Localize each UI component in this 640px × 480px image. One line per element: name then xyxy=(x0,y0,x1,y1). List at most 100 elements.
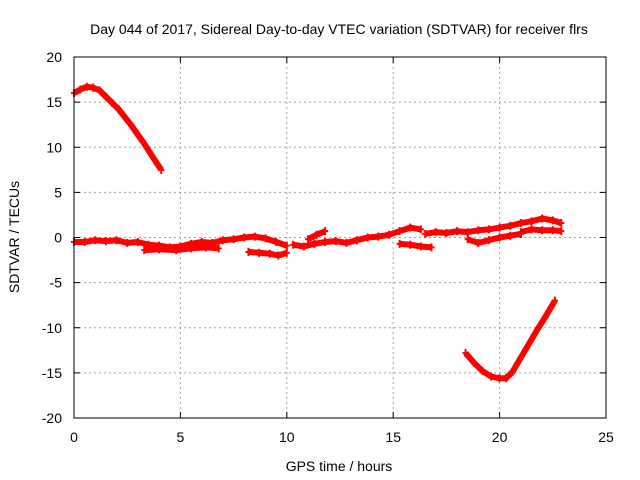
data-point xyxy=(251,232,258,241)
data-point xyxy=(526,339,533,348)
data-point xyxy=(549,216,556,225)
data-point xyxy=(479,367,486,376)
y-tick-label: 10 xyxy=(46,139,62,155)
data-point xyxy=(496,374,503,383)
data-point xyxy=(471,358,478,367)
series-line xyxy=(399,240,432,251)
series-line xyxy=(463,299,558,382)
x-tick-label: 0 xyxy=(70,429,78,445)
data-point xyxy=(539,214,546,223)
data-point xyxy=(517,219,524,228)
data-point xyxy=(322,227,329,236)
data-point xyxy=(432,228,439,237)
chart-title: Day 044 of 2017, Sidereal Day-to-day VTE… xyxy=(90,21,588,37)
data-point xyxy=(485,236,492,245)
y-tick-label: 15 xyxy=(46,94,62,110)
x-tick-label: 25 xyxy=(598,429,614,445)
data-point xyxy=(534,324,541,333)
data-point xyxy=(262,234,269,243)
data-point xyxy=(256,248,263,257)
data-point xyxy=(241,233,248,242)
x-tick-label: 10 xyxy=(279,429,295,445)
data-point xyxy=(464,228,471,237)
data-point xyxy=(81,238,88,247)
data-point xyxy=(202,243,209,252)
data-point xyxy=(428,243,435,252)
data-point xyxy=(475,238,482,247)
data-point xyxy=(517,353,524,362)
series-short-rise xyxy=(305,227,329,244)
data-point xyxy=(332,237,339,246)
data-point xyxy=(502,374,509,383)
data-point xyxy=(551,296,558,305)
x-tick-label: 15 xyxy=(385,429,401,445)
data-point xyxy=(322,238,329,247)
data-series xyxy=(71,82,565,383)
data-point xyxy=(273,238,280,247)
data-point xyxy=(173,246,180,255)
data-point xyxy=(549,226,556,235)
data-point xyxy=(128,121,135,130)
data-point xyxy=(343,238,350,247)
data-point xyxy=(102,237,109,246)
data-point xyxy=(92,236,99,245)
data-point xyxy=(153,159,160,168)
data-point xyxy=(462,349,469,358)
y-tick-label: -10 xyxy=(42,320,62,336)
data-point xyxy=(488,372,495,381)
data-point xyxy=(113,236,120,245)
data-point xyxy=(275,251,282,260)
series-baseline-4 xyxy=(422,214,565,238)
data-point xyxy=(124,238,131,247)
series-baseline-3 xyxy=(290,223,424,251)
data-point xyxy=(528,217,535,226)
data-point xyxy=(454,227,461,236)
data-point xyxy=(141,139,148,148)
data-point xyxy=(507,231,514,240)
data-point xyxy=(417,225,424,234)
y-tick-label: 0 xyxy=(54,230,62,246)
data-point xyxy=(215,244,222,253)
data-point xyxy=(509,367,516,376)
y-axis-label: SDTVAR / TECUs xyxy=(6,181,22,293)
data-point xyxy=(443,228,450,237)
data-point xyxy=(558,227,565,236)
gridlines xyxy=(74,57,606,418)
y-tick-label: 20 xyxy=(46,49,62,65)
data-point xyxy=(266,249,273,258)
data-point xyxy=(134,130,141,139)
series-upper-arc xyxy=(71,82,165,174)
y-tick-label: -5 xyxy=(50,275,63,291)
data-point xyxy=(141,246,148,255)
data-point xyxy=(245,247,252,256)
data-point xyxy=(109,99,116,108)
data-point xyxy=(147,149,154,158)
data-point xyxy=(464,235,471,244)
series-lower-arc xyxy=(462,296,558,383)
data-point xyxy=(496,223,503,232)
data-point xyxy=(290,240,297,249)
data-point xyxy=(122,113,129,122)
series-line xyxy=(72,83,164,172)
data-point xyxy=(385,230,392,239)
x-axis-label: GPS time / hours xyxy=(286,458,393,474)
series-dip-segment xyxy=(245,247,290,260)
data-point xyxy=(475,226,482,235)
data-point xyxy=(188,244,195,253)
data-point xyxy=(230,235,237,244)
data-point xyxy=(364,233,371,242)
data-point xyxy=(507,221,514,230)
data-point xyxy=(496,233,503,242)
data-point xyxy=(558,219,565,228)
data-point xyxy=(375,232,382,241)
data-point xyxy=(90,83,97,92)
data-point xyxy=(77,85,84,94)
data-point xyxy=(83,82,90,91)
x-tick-label: 5 xyxy=(177,429,185,445)
data-point xyxy=(354,236,361,245)
data-point xyxy=(96,86,103,95)
y-tick-label: -15 xyxy=(42,365,62,381)
data-point xyxy=(283,248,290,257)
data-point xyxy=(407,223,414,232)
